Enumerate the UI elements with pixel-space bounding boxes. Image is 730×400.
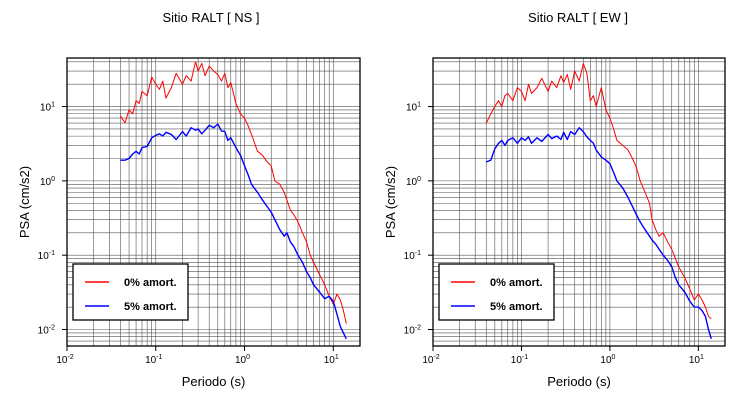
legend-box (438, 263, 555, 321)
x-tick-exponent: 0 (246, 354, 250, 361)
y-tick-base: 10 (40, 103, 52, 114)
y-tick-exponent: 0 (51, 176, 55, 183)
x-axis-label: Periodo (s) (547, 374, 611, 389)
legend-label: 0% amort. (490, 277, 543, 289)
y-tick-exponent: 0 (417, 176, 421, 183)
x-tick-exponent: 1 (335, 354, 339, 361)
series-line-damped (486, 126, 712, 340)
x-axis-label: Periodo (s) (182, 374, 246, 389)
x-tick-base: 10 (56, 355, 68, 366)
x-tick-base: 10 (511, 355, 523, 366)
y-tick-label: 101 (40, 102, 55, 114)
x-tick-exponent: 0 (612, 354, 616, 361)
x-tick-label: 10-1 (145, 354, 162, 366)
series-line-undamped (119, 61, 347, 324)
x-tick-base: 10 (324, 355, 336, 366)
y-tick-label: 10-2 (38, 325, 55, 337)
x-tick-label: 101 (324, 354, 339, 366)
chart-panel-ns: Sitio RALT [ NS ]10-2 10-1 100 10110-210-11… (17, 10, 361, 389)
y-tick-base: 10 (38, 251, 50, 262)
grid (66, 58, 361, 347)
x-tick-label: 10-2 (56, 354, 73, 366)
y-tick-base: 10 (38, 326, 50, 337)
x-tick-label: 100 (235, 354, 250, 366)
x-tick-label: 10-1 (511, 354, 528, 366)
x-tick-label: 100 (600, 354, 615, 366)
x-tick-base: 10 (235, 355, 247, 366)
legend-label: 5% amort. (124, 301, 177, 313)
plot-frame (66, 57, 361, 347)
y-axis-label: PSA (cm/s2) (383, 166, 398, 238)
x-tick-label: 10-2 (422, 354, 439, 366)
x-tick-exponent: -2 (67, 354, 73, 361)
series-line-undamped (485, 63, 712, 320)
chart-panel-ew: Sitio RALT [ EW ]10-2 10-1 100 10110-210-11… (383, 10, 726, 389)
y-tick-label: 10-1 (38, 250, 55, 262)
legend-label: 0% amort. (124, 277, 177, 289)
y-tick-exponent: 1 (51, 102, 55, 109)
y-tick-label: 100 (40, 176, 55, 188)
chart-title: Sitio RALT [ NS ] (162, 10, 259, 25)
y-tick-exponent: -1 (49, 250, 55, 257)
y-tick-base: 10 (404, 251, 416, 262)
x-tick-label: 101 (689, 354, 704, 366)
legend: 0% amort. 5% amort. (72, 263, 189, 321)
y-tick-label: 10-2 (404, 325, 421, 337)
y-tick-base: 10 (406, 177, 418, 188)
x-tick-exponent: 1 (700, 354, 704, 361)
plot-frame (432, 57, 726, 347)
y-tick-exponent: -2 (49, 325, 55, 332)
x-tick-exponent: -1 (522, 354, 528, 361)
y-tick-exponent: -2 (415, 325, 421, 332)
y-tick-base: 10 (404, 326, 416, 337)
series-line-damped (120, 123, 347, 340)
y-tick-label: 10-1 (404, 250, 421, 262)
y-tick-label: 100 (406, 176, 421, 188)
x-tick-base: 10 (145, 355, 157, 366)
y-tick-label: 101 (406, 102, 421, 114)
x-tick-base: 10 (422, 355, 434, 366)
x-tick-exponent: -1 (156, 354, 162, 361)
x-tick-base: 10 (689, 355, 701, 366)
y-tick-base: 10 (406, 103, 418, 114)
legend-box (72, 263, 189, 321)
x-tick-exponent: -2 (433, 354, 439, 361)
y-axis-label: PSA (cm/s2) (17, 166, 32, 238)
legend-label: 5% amort. (490, 301, 543, 313)
legend: 0% amort. 5% amort. (438, 263, 555, 321)
chart-title: Sitio RALT [ EW ] (528, 10, 628, 25)
y-tick-exponent: -1 (415, 250, 421, 257)
x-tick-base: 10 (600, 355, 612, 366)
y-tick-base: 10 (40, 177, 52, 188)
y-tick-exponent: 1 (417, 102, 421, 109)
